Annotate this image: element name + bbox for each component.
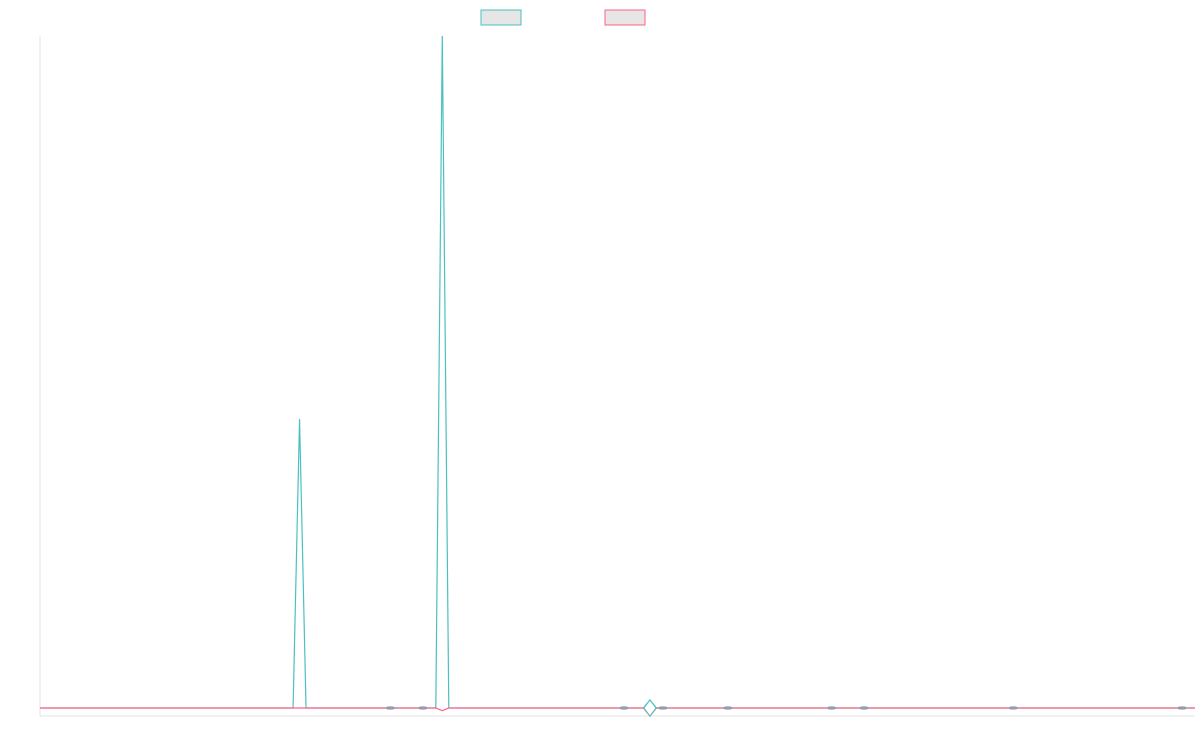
series-2-line bbox=[40, 707, 1195, 718]
series-1-point bbox=[723, 706, 733, 710]
legend-swatch-1 bbox=[480, 9, 522, 26]
series-1-point bbox=[385, 706, 395, 710]
series-1-highlight-point bbox=[643, 699, 657, 717]
series-1-point bbox=[827, 706, 837, 710]
legend-swatch-2 bbox=[604, 9, 646, 26]
legend bbox=[480, 9, 646, 26]
series-1-point bbox=[658, 706, 668, 710]
axes bbox=[39, 36, 1195, 717]
series-layer bbox=[40, 35, 1195, 718]
series-1-point bbox=[619, 706, 629, 710]
series-1-line bbox=[40, 35, 1195, 709]
series-1-point bbox=[859, 706, 869, 710]
series-1-point bbox=[418, 706, 428, 710]
series-1-point bbox=[1177, 706, 1187, 710]
series-1-point bbox=[1008, 706, 1018, 710]
